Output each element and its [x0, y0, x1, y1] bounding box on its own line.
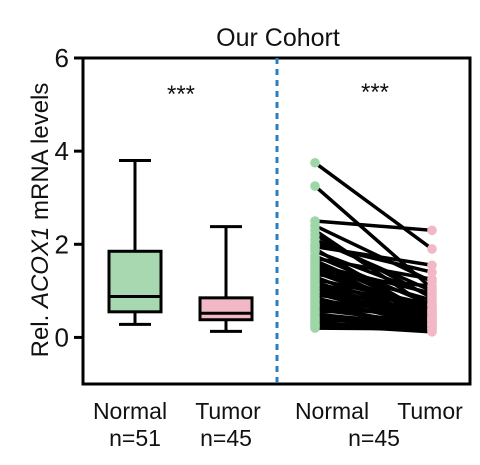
- significance-right: ***: [361, 79, 389, 106]
- tumor-point: [427, 225, 437, 236]
- box-normal: [107, 249, 163, 314]
- normal-point: [310, 323, 320, 333]
- tumor-point: [427, 297, 437, 308]
- x-category-label: Tumor: [397, 398, 463, 424]
- tumor-point: [427, 267, 437, 278]
- pair-line: [314, 298, 433, 316]
- y-axis-label-gene: ACOX1: [27, 227, 54, 310]
- pair-line: [314, 307, 433, 314]
- pair-line: [314, 282, 433, 309]
- y-tick-label: 2: [55, 229, 69, 259]
- pair-line: [314, 265, 433, 302]
- x-category-label: Tumor: [195, 398, 261, 424]
- x-category-label: Normal: [295, 398, 369, 424]
- pair-line: [314, 256, 433, 281]
- normal-point: [310, 157, 320, 168]
- box-tumor: [198, 296, 254, 322]
- normal-point: [310, 181, 320, 191]
- y-axis-label: Rel. ACOX1 mRNA levels: [27, 83, 54, 358]
- pair-line: [314, 224, 433, 284]
- pair-line: [314, 293, 433, 305]
- tumor-point: [427, 324, 437, 334]
- chart-title: Our Cohort: [216, 24, 340, 52]
- tumor-point: [427, 304, 437, 315]
- pair-line: [314, 321, 433, 329]
- y-tick-label: 4: [55, 136, 69, 166]
- pair-line: [314, 317, 433, 324]
- tumor-point: [427, 281, 437, 292]
- n-label: n=51: [109, 425, 161, 451]
- pair-line: [314, 272, 433, 288]
- pair-line: [313, 161, 434, 251]
- tumor-point: [427, 288, 437, 298]
- y-axis-label-suffix: mRNA levels: [27, 83, 54, 227]
- n-label: n=45: [348, 425, 400, 451]
- y-tick-label: 0: [55, 322, 69, 352]
- significance-left: ***: [167, 81, 195, 108]
- n-label: n=45: [200, 425, 252, 451]
- y-axis-label-prefix: Rel.: [27, 308, 54, 357]
- tumor-point: [427, 244, 437, 254]
- pair-line: [314, 326, 433, 331]
- x-category-label: Normal: [93, 398, 167, 424]
- tumor-point: [427, 260, 437, 271]
- tumor-point: [427, 274, 437, 285]
- pair-line: [314, 244, 433, 267]
- pair-line: [314, 219, 433, 233]
- y-tick-label: 6: [55, 43, 69, 73]
